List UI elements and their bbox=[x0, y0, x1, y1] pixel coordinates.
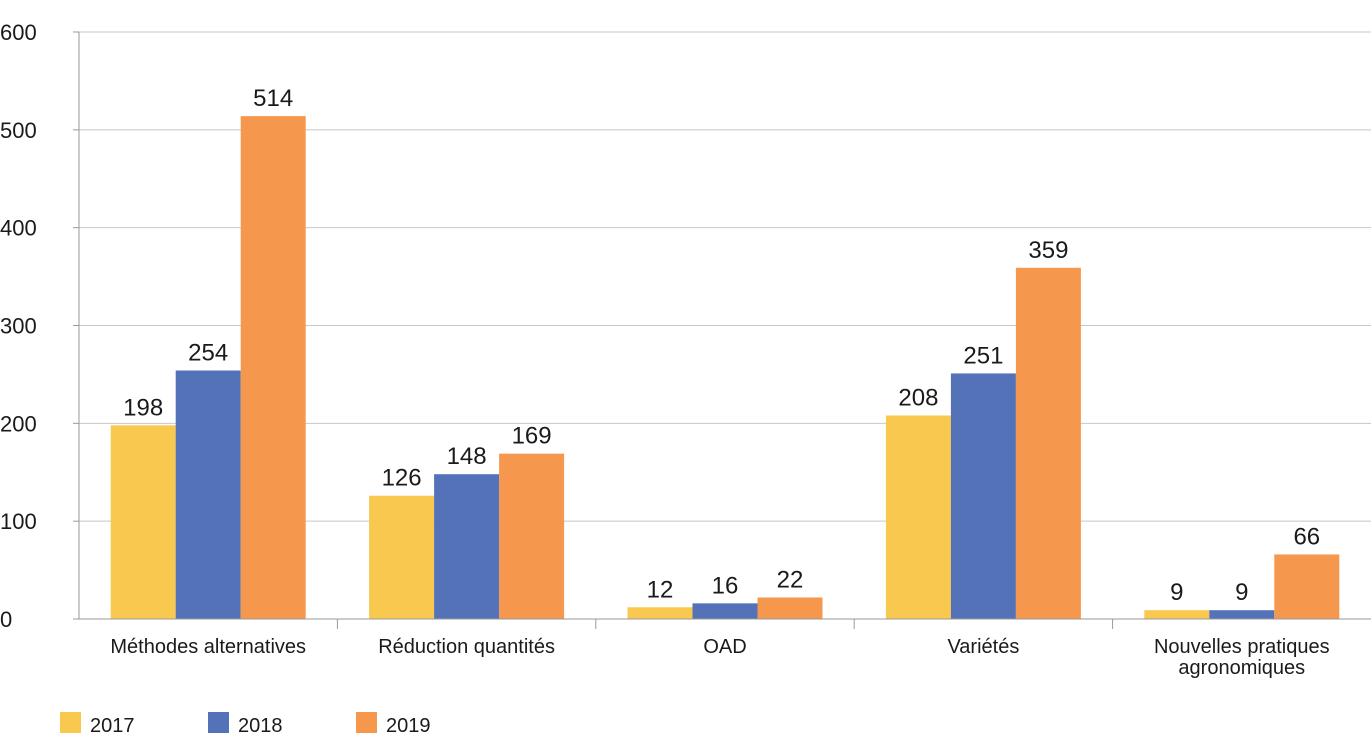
data-label: 148 bbox=[447, 443, 487, 470]
y-tick-label: 400 bbox=[0, 216, 37, 241]
bar-2019 bbox=[1274, 554, 1340, 619]
bar-2018 bbox=[175, 370, 241, 619]
data-label: 198 bbox=[123, 394, 163, 421]
bar-2019 bbox=[240, 116, 306, 620]
data-label: 208 bbox=[898, 385, 938, 412]
x-category-label: Variétés bbox=[947, 636, 1019, 658]
bar-2018 bbox=[434, 474, 500, 619]
data-label: 66 bbox=[1293, 523, 1320, 550]
data-label: 9 bbox=[1235, 579, 1248, 606]
legend-label: 2017 bbox=[90, 715, 135, 735]
y-tick-label: 300 bbox=[0, 314, 37, 339]
bars bbox=[110, 116, 1340, 620]
x-category-label: Réduction quantités bbox=[378, 636, 555, 658]
bar-2017 bbox=[885, 415, 951, 619]
labels: 0 100 200 300 400 500 600 198 254 514 Méthodes alt… bbox=[0, 20, 1330, 679]
data-label: 254 bbox=[188, 340, 228, 367]
data-label: 359 bbox=[1028, 237, 1068, 264]
axes bbox=[73, 31, 1371, 629]
data-label: 9 bbox=[1170, 579, 1183, 606]
y-tick-label: 600 bbox=[0, 20, 37, 45]
bar-2018 bbox=[692, 603, 758, 619]
x-category-label: OAD bbox=[703, 636, 746, 658]
bar-2019 bbox=[1015, 267, 1081, 619]
bar-2019 bbox=[499, 453, 565, 619]
legend-swatch-2017 bbox=[60, 712, 81, 733]
legend-label: 2018 bbox=[238, 715, 283, 735]
y-tick-label: 100 bbox=[0, 509, 37, 534]
legend-swatch-2019 bbox=[356, 712, 377, 733]
y-tick-label: 0 bbox=[0, 607, 12, 632]
legend-swatch-2018 bbox=[208, 712, 229, 733]
bar-2018 bbox=[1209, 610, 1275, 619]
y-tick-label: 500 bbox=[0, 118, 37, 143]
y-tick-label: 200 bbox=[0, 411, 37, 436]
bar-2017 bbox=[627, 607, 693, 619]
x-category-label: Nouvelles pratiques agronomiques bbox=[1154, 636, 1330, 679]
data-label: 16 bbox=[712, 572, 739, 599]
data-label: 251 bbox=[963, 342, 1003, 369]
legend: 2017 2018 2019 bbox=[60, 712, 431, 737]
data-label: 514 bbox=[253, 85, 293, 112]
x-category-label: Méthodes alternatives bbox=[110, 636, 306, 658]
legend-label: 2019 bbox=[386, 715, 431, 735]
bar-2017 bbox=[1144, 610, 1210, 619]
data-label: 22 bbox=[777, 566, 804, 593]
bar-2018 bbox=[950, 373, 1016, 619]
bar-2017 bbox=[110, 425, 176, 619]
data-label: 126 bbox=[382, 465, 422, 492]
data-label: 169 bbox=[512, 423, 552, 450]
bar-2019 bbox=[757, 597, 823, 619]
data-label: 12 bbox=[647, 576, 674, 603]
bar-2017 bbox=[369, 495, 435, 619]
